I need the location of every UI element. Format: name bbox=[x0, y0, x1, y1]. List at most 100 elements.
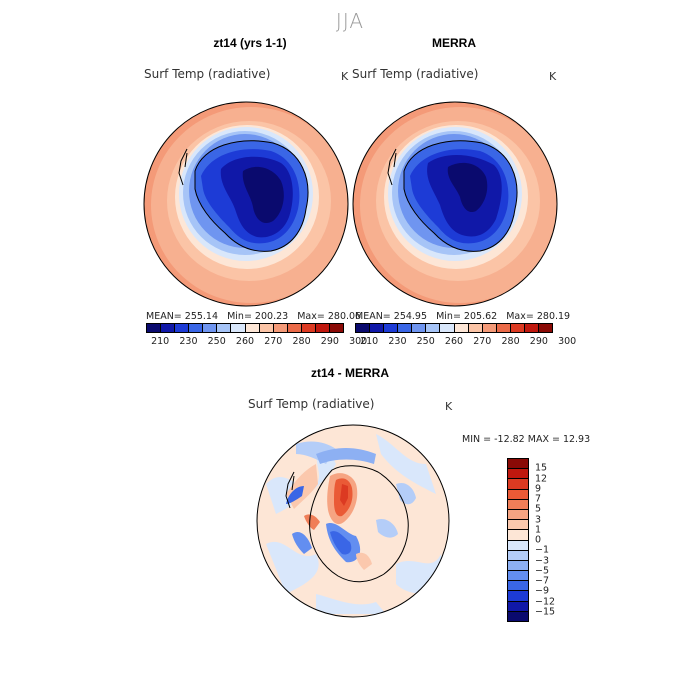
colorbar-swatch bbox=[370, 324, 385, 332]
colorbar-tick-label: 300 bbox=[558, 336, 577, 347]
colorbar-swatch bbox=[287, 324, 302, 332]
colorbar-tick-label: 230 bbox=[388, 336, 407, 347]
colorbar-swatch bbox=[330, 324, 344, 332]
colorbar-tick-label: 250 bbox=[207, 336, 226, 347]
colorbar-swatch bbox=[384, 324, 399, 332]
right-variable-label: Surf Temp (radiative) bbox=[352, 67, 479, 81]
right-polar-map bbox=[352, 101, 558, 307]
colorbar-swatch bbox=[508, 601, 528, 612]
right-stats: MEAN= 254.95 Min= 205.62 Max= 280.19 bbox=[355, 311, 570, 322]
diff-colorbar-ticks: 15 12 9 7 5 3 1 0 −1 −3 −5 −7 −9 −12 −15 bbox=[535, 458, 565, 622]
colorbar-swatch bbox=[508, 530, 528, 541]
left-mean: MEAN= 255.14 bbox=[146, 311, 219, 322]
colorbar-swatch bbox=[508, 540, 528, 551]
colorbar-swatch bbox=[426, 324, 441, 332]
colorbar-tick-label: 5 bbox=[535, 503, 542, 515]
season-title: JJA bbox=[335, 9, 365, 33]
colorbar-tick-label: −3 bbox=[535, 555, 550, 566]
colorbar-tick-label: 12 bbox=[535, 473, 548, 484]
colorbar-swatch bbox=[508, 560, 528, 572]
colorbar-swatch bbox=[539, 324, 553, 332]
left-colorbar bbox=[146, 323, 344, 333]
diff-unit-label: K bbox=[445, 400, 453, 413]
diff-colorbar bbox=[507, 458, 529, 622]
colorbar-tick-label: 270 bbox=[473, 336, 492, 347]
diff-polar-map bbox=[256, 424, 450, 618]
left-min: Min= 200.23 bbox=[227, 311, 289, 322]
colorbar-swatch bbox=[508, 581, 528, 592]
colorbar-swatch bbox=[468, 324, 483, 332]
colorbar-swatch bbox=[508, 479, 528, 490]
left-polar-map bbox=[143, 101, 349, 307]
colorbar-swatch bbox=[508, 591, 528, 602]
right-max: Max= 280.19 bbox=[506, 311, 571, 322]
colorbar-tick-label: 290 bbox=[529, 336, 548, 347]
colorbar-swatch bbox=[508, 509, 528, 521]
left-max: Max= 280.06 bbox=[297, 311, 362, 322]
left-panel-title: zt14 (yrs 1-1) bbox=[213, 36, 287, 50]
colorbar-tick-label: 270 bbox=[264, 336, 283, 347]
colorbar-swatch bbox=[508, 550, 528, 561]
colorbar-swatch bbox=[524, 324, 540, 332]
colorbar-tick-label: −1 bbox=[535, 544, 550, 556]
colorbar-tick-label: 210 bbox=[360, 336, 379, 347]
colorbar-swatch bbox=[496, 324, 511, 332]
colorbar-swatch bbox=[161, 324, 176, 332]
colorbar-swatch bbox=[508, 611, 528, 621]
colorbar-tick-label: 300 bbox=[349, 336, 368, 347]
colorbar-tick-label: 250 bbox=[416, 336, 435, 347]
colorbar-tick-label: 260 bbox=[444, 336, 464, 347]
colorbar-tick-label: 0 bbox=[535, 534, 542, 546]
diff-variable-label: Surf Temp (radiative) bbox=[248, 397, 375, 411]
colorbar-swatch bbox=[510, 324, 525, 332]
colorbar-swatch bbox=[356, 324, 371, 332]
colorbar-swatch bbox=[508, 489, 528, 500]
colorbar-swatch bbox=[259, 324, 274, 332]
left-variable-label: Surf Temp (radiative) bbox=[144, 67, 271, 81]
diff-minmax: MIN = -12.82 MAX = 12.93 bbox=[462, 434, 591, 445]
colorbar-tick-label: 290 bbox=[320, 336, 339, 347]
colorbar-swatch bbox=[508, 571, 528, 582]
colorbar-tick-label: 230 bbox=[179, 336, 198, 347]
colorbar-swatch bbox=[273, 324, 288, 332]
left-stats: MEAN= 255.14 Min= 200.23 Max= 280.06 bbox=[146, 311, 361, 322]
right-mean: MEAN= 254.95 bbox=[355, 311, 428, 322]
colorbar-tick-label: −7 bbox=[535, 575, 550, 587]
colorbar-tick-label: 260 bbox=[235, 336, 255, 347]
colorbar-swatch bbox=[454, 324, 469, 332]
right-panel-title: MERRA bbox=[432, 36, 476, 50]
colorbar-tick-label: −9 bbox=[535, 585, 550, 597]
colorbar-tick-label: 210 bbox=[151, 336, 170, 347]
colorbar-swatch bbox=[315, 324, 331, 332]
colorbar-swatch bbox=[508, 520, 528, 531]
right-colorbar-ticks: 210 230 250 260 270 280 290 300 bbox=[355, 336, 576, 348]
colorbar-swatch bbox=[508, 459, 528, 470]
colorbar-swatch bbox=[231, 324, 246, 332]
colorbar-swatch bbox=[245, 324, 260, 332]
colorbar-swatch bbox=[508, 499, 528, 510]
right-colorbar bbox=[355, 323, 553, 333]
colorbar-swatch bbox=[412, 324, 427, 332]
colorbar-tick-label: 7 bbox=[535, 493, 542, 505]
colorbar-swatch bbox=[147, 324, 162, 332]
colorbar-tick-label: −12 bbox=[535, 596, 556, 607]
colorbar-swatch bbox=[440, 324, 455, 332]
colorbar-tick-label: 3 bbox=[535, 514, 542, 525]
colorbar-tick-label: 15 bbox=[535, 462, 548, 474]
colorbar-tick-label: 9 bbox=[535, 483, 542, 495]
colorbar-swatch bbox=[175, 324, 190, 332]
colorbar-swatch bbox=[301, 324, 316, 332]
left-colorbar-ticks: 210 230 250 260 270 280 290 300 bbox=[146, 336, 367, 348]
right-unit-label: K bbox=[549, 70, 557, 83]
colorbar-tick-label: 280 bbox=[501, 336, 520, 347]
colorbar-swatch bbox=[189, 324, 204, 332]
colorbar-swatch bbox=[398, 324, 413, 332]
colorbar-swatch bbox=[508, 469, 528, 480]
diff-panel-title: zt14 - MERRA bbox=[310, 366, 389, 380]
colorbar-swatch bbox=[482, 324, 497, 332]
colorbar-tick-label: −15 bbox=[535, 606, 556, 618]
colorbar-swatch bbox=[217, 324, 232, 332]
colorbar-swatch bbox=[203, 324, 218, 332]
colorbar-tick-label: 1 bbox=[535, 524, 542, 536]
colorbar-tick-label: −5 bbox=[535, 565, 550, 577]
